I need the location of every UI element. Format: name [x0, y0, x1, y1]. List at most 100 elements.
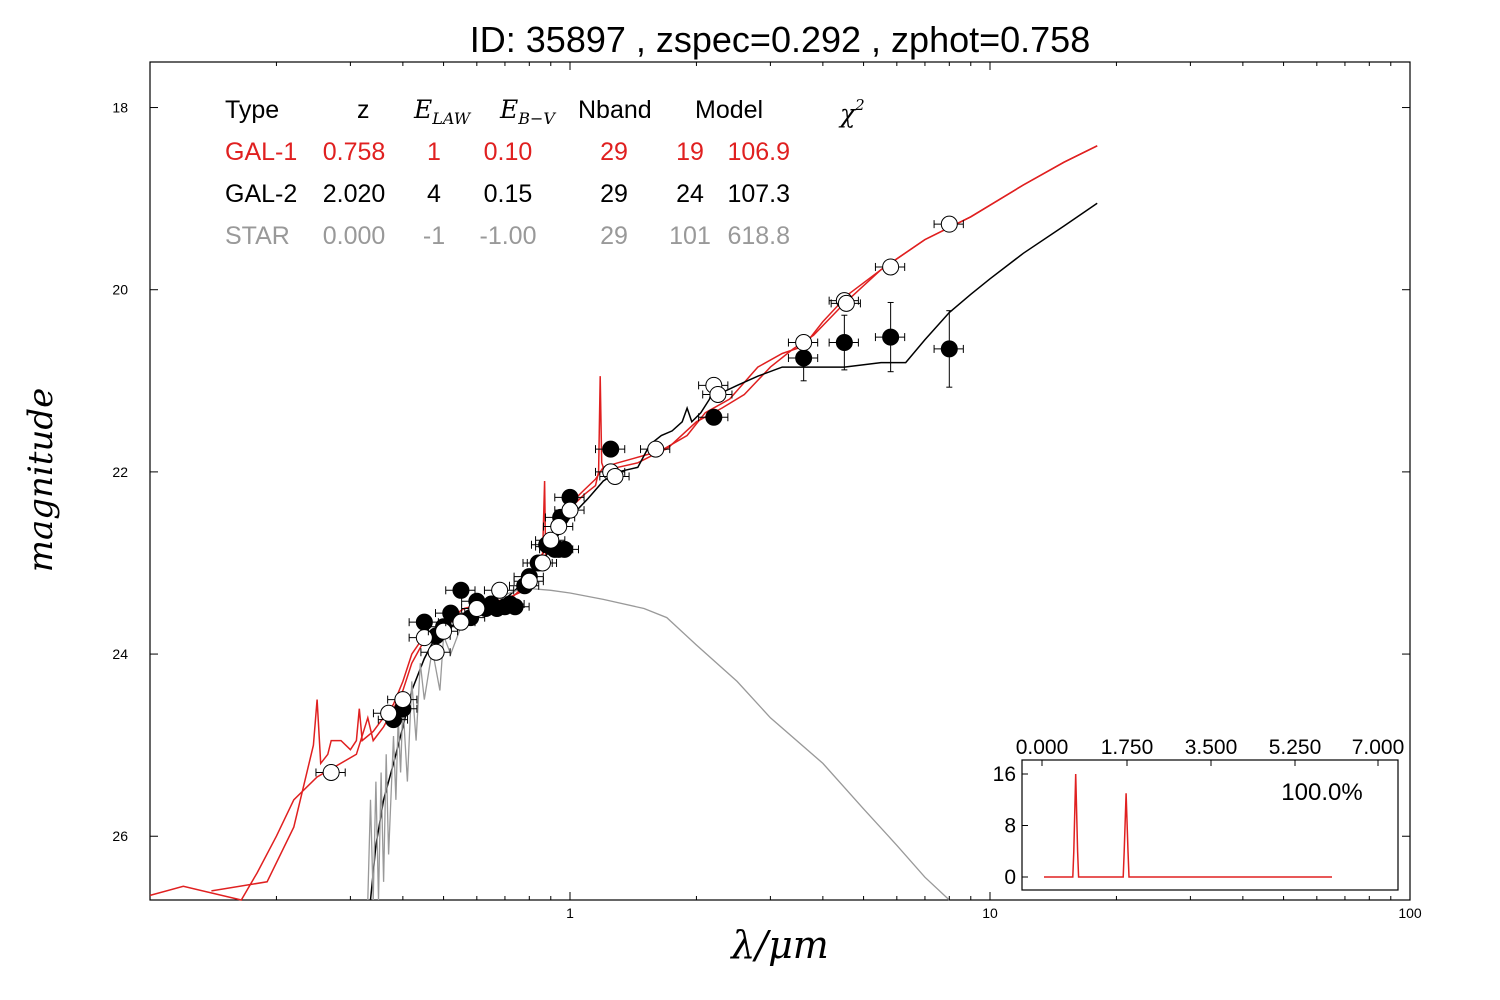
open-data-point	[599, 467, 630, 485]
open-data-point	[830, 294, 861, 312]
y-tick-label: 26	[112, 828, 128, 844]
open-data-point	[787, 334, 819, 352]
open-marker	[427, 643, 445, 661]
inset-x-tick-label: 7.000	[1352, 736, 1405, 759]
filled-marker	[835, 334, 853, 352]
header-type: Type	[225, 96, 279, 124]
y-axis-label: magnitude	[21, 388, 61, 573]
fit-cell-type: STAR	[225, 222, 290, 250]
fit-table: Type z ELAW EB−V Nband Model χ2 GAL-1 0.7…	[225, 95, 865, 250]
fit-cell-elaw: -1	[423, 222, 445, 250]
open-data-point	[874, 258, 906, 276]
fit-cell-z: 2.020	[323, 180, 386, 208]
y-tick-label: 18	[112, 100, 128, 116]
fit-table-rows: GAL-1 0.758 1 0.10 29 19 106.9 GAL-2 2.020 4 0.15 2…	[225, 138, 790, 250]
photometry-points	[315, 215, 964, 781]
model-curves	[149, 145, 1098, 901]
filled-data-point	[594, 440, 626, 458]
filled-data-point	[445, 581, 476, 599]
fit-cell-model: 19	[676, 138, 704, 166]
open-marker	[491, 581, 509, 599]
open-marker	[542, 531, 560, 549]
header-elaw: ELAW	[413, 95, 472, 128]
fit-row-star: STAR 0.000 -1 -1.00 29 101 618.8	[225, 222, 790, 250]
y-tick-label: 22	[112, 464, 128, 480]
header-z: z	[357, 96, 370, 124]
open-marker	[940, 215, 958, 233]
fit-cell-ebv: 0.15	[484, 180, 533, 208]
filled-data-point	[698, 408, 729, 426]
open-marker	[647, 440, 665, 458]
open-marker	[795, 334, 813, 352]
open-data-point	[554, 501, 585, 519]
filled-data-point	[828, 314, 859, 371]
fit-cell-type: GAL-2	[225, 180, 297, 208]
header-ebv: EB−V	[499, 95, 556, 128]
x-tick-label: 10	[982, 905, 998, 921]
open-data-point	[513, 572, 544, 590]
inset-x-tick-label: 1.750	[1101, 736, 1154, 759]
fit-cell-ebv: -1.00	[480, 222, 537, 250]
star-model-curve-3	[367, 587, 950, 901]
filled-marker	[705, 408, 723, 426]
open-data-point	[702, 385, 733, 403]
inset-y-tick-label: 8	[1004, 815, 1016, 838]
fit-cell-nband: 29	[600, 138, 628, 166]
open-marker	[520, 572, 538, 590]
filled-marker	[452, 581, 470, 599]
open-data-point	[427, 622, 459, 640]
open-data-point	[372, 704, 404, 722]
y-tick-label: 20	[112, 282, 128, 298]
inset-percent-label: 100.0%	[1281, 779, 1362, 806]
filled-data-point	[874, 301, 906, 373]
open-marker	[322, 763, 340, 781]
y-tick-label: 24	[112, 646, 128, 662]
fit-cell-nband: 29	[600, 180, 628, 208]
filled-marker	[602, 440, 620, 458]
plot-frame	[149, 61, 1411, 901]
open-marker	[435, 622, 453, 640]
x-axis-label: λ/μm	[729, 923, 829, 967]
fit-cell-elaw: 4	[427, 180, 441, 208]
open-marker	[882, 258, 900, 276]
open-marker	[452, 613, 470, 631]
fit-cell-chi2: 106.9	[727, 138, 790, 166]
inset-content: 0.000 1.750 3.500 5.250 7.000 0 8 16	[993, 736, 1405, 889]
open-data-point	[445, 613, 476, 631]
gal2-model-curve-2	[369, 202, 1098, 901]
open-data-point	[315, 763, 346, 781]
open-data-point	[420, 643, 451, 661]
inset-x-tick-label: 5.250	[1269, 736, 1322, 759]
filled-data-point	[933, 310, 964, 388]
filled-marker	[940, 340, 958, 358]
filled-marker	[882, 328, 900, 346]
open-data-point	[483, 581, 515, 599]
fit-cell-model: 24	[676, 180, 704, 208]
fit-cell-model: 101	[669, 222, 711, 250]
header-nband: Nband	[578, 96, 652, 124]
open-marker	[468, 600, 486, 618]
header-model: Model	[695, 96, 763, 124]
open-marker	[533, 554, 551, 572]
gal1-model-curve-1	[211, 145, 1098, 892]
chart-title: ID: 35897 , zspec=0.292 , zphot=0.758	[470, 19, 1090, 60]
fit-row-gal-2: GAL-2 2.020 4 0.15 29 24 107.3	[225, 180, 790, 208]
open-marker	[561, 501, 579, 519]
inset-y-tick-label: 0	[1004, 866, 1016, 889]
fit-cell-nband: 29	[600, 222, 628, 250]
fit-cell-type: GAL-1	[225, 138, 297, 166]
filled-data-point	[554, 488, 585, 506]
fit-cell-elaw: 1	[427, 138, 441, 166]
fit-table-header: Type z ELAW EB−V Nband Model χ2	[225, 95, 865, 128]
gal1-model-curve-0	[149, 145, 1098, 901]
fit-cell-z: 0.000	[323, 222, 386, 250]
fit-row-gal-1: GAL-1 0.758 1 0.10 29 19 106.9	[225, 138, 790, 166]
fit-cell-chi2: 107.3	[727, 180, 790, 208]
open-marker	[709, 385, 727, 403]
filled-data-point	[499, 598, 530, 616]
fit-cell-ebv: 0.10	[484, 138, 533, 166]
open-marker	[380, 704, 398, 722]
fit-cell-z: 0.758	[323, 138, 386, 166]
